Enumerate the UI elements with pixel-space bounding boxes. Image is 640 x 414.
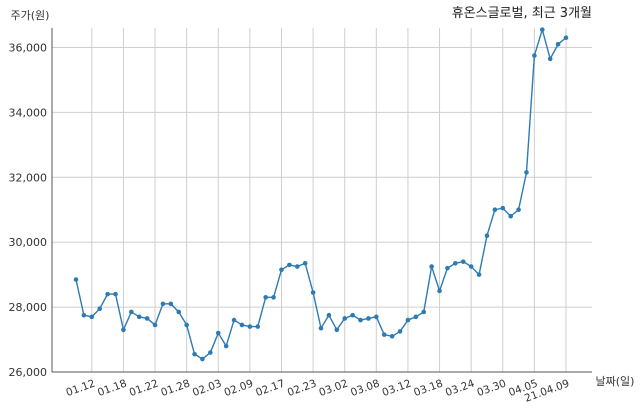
x-axis-label: 날짜(일)	[596, 374, 635, 388]
data-point	[468, 264, 474, 269]
price-series	[73, 27, 569, 362]
data-point	[476, 272, 482, 277]
data-point	[334, 327, 340, 333]
data-point	[500, 205, 506, 211]
data-point	[539, 27, 545, 32]
y-tick-label: 34,000	[9, 106, 48, 119]
x-tick-label: 03.30	[475, 378, 507, 400]
data-point	[231, 317, 237, 323]
data-point	[192, 351, 197, 357]
chart-title: 휴온스글로벌, 최근 3개월	[452, 6, 592, 21]
x-tick-label: 02.09	[223, 378, 255, 400]
y-tick-label: 36,000	[9, 41, 48, 54]
x-tick-label: 03.02	[317, 378, 349, 400]
y-tick-label: 30,000	[9, 236, 48, 249]
data-point	[429, 264, 434, 269]
data-point	[121, 327, 126, 333]
data-point	[129, 309, 134, 315]
data-point	[239, 322, 245, 328]
data-point	[381, 332, 387, 337]
data-point	[318, 325, 324, 331]
data-point	[326, 312, 332, 318]
data-point	[176, 309, 182, 315]
data-point	[271, 295, 276, 300]
data-point	[413, 314, 419, 320]
data-point	[263, 295, 268, 300]
data-point	[532, 53, 537, 58]
data-point	[302, 260, 308, 266]
data-point	[73, 277, 79, 282]
data-point	[484, 233, 490, 238]
data-point	[184, 322, 189, 328]
data-point	[516, 207, 521, 213]
x-tick-label: 03.18	[412, 378, 444, 400]
data-point	[310, 290, 316, 295]
data-point	[89, 314, 95, 320]
data-point	[81, 312, 87, 318]
data-point	[389, 334, 395, 339]
data-point	[152, 322, 158, 328]
data-point	[144, 316, 150, 321]
data-point	[287, 262, 292, 268]
data-point	[547, 56, 553, 62]
data-point	[136, 314, 142, 320]
x-tick-label: 01.12	[64, 378, 96, 400]
x-tick-label: 03.08	[349, 378, 381, 400]
x-tick-label: 02.17	[254, 378, 286, 400]
data-point	[508, 213, 513, 219]
data-point	[437, 288, 442, 294]
data-point	[105, 291, 110, 297]
data-point	[492, 207, 498, 213]
data-point	[208, 350, 213, 355]
data-point	[366, 316, 371, 321]
y-axis-label: 주가(원)	[11, 9, 50, 22]
y-tick-label: 28,000	[9, 301, 48, 314]
axes	[51, 28, 592, 373]
data-point	[405, 317, 411, 323]
data-point	[168, 301, 174, 307]
data-point	[294, 264, 300, 269]
data-point	[445, 265, 450, 271]
data-point	[97, 306, 103, 312]
data-point	[223, 343, 229, 349]
data-point	[279, 267, 284, 273]
x-tick-label: 02.03	[191, 378, 223, 400]
x-tick-label: 01.28	[159, 378, 191, 400]
data-point	[215, 330, 221, 336]
data-point	[563, 35, 569, 41]
data-point	[247, 324, 253, 329]
data-point	[421, 309, 427, 315]
data-point	[524, 170, 529, 175]
data-point	[200, 356, 205, 362]
data-point	[397, 329, 403, 334]
x-tick-label: 01.18	[96, 378, 128, 400]
y-tick-label: 32,000	[9, 171, 48, 184]
x-tick-label: 03.12	[381, 378, 413, 400]
y-tick-label: 26,000	[9, 366, 48, 379]
data-point	[460, 259, 466, 264]
data-point	[358, 317, 363, 323]
grid-lines	[52, 28, 592, 373]
x-tick-label: 02.23	[286, 378, 318, 400]
data-point	[555, 41, 561, 47]
x-tick-label: 01.22	[128, 378, 160, 400]
data-point	[350, 312, 355, 318]
data-point	[255, 324, 261, 329]
data-point	[160, 301, 166, 307]
x-tick-label: 03.24	[444, 377, 477, 399]
data-point	[342, 316, 348, 321]
data-point	[113, 291, 118, 297]
data-point	[453, 260, 458, 266]
data-point	[374, 314, 379, 320]
price-line	[75, 27, 567, 360]
tick-labels: 26,000 28,000 30,000 32,000 34,000 36,000 01.1…	[9, 41, 572, 404]
